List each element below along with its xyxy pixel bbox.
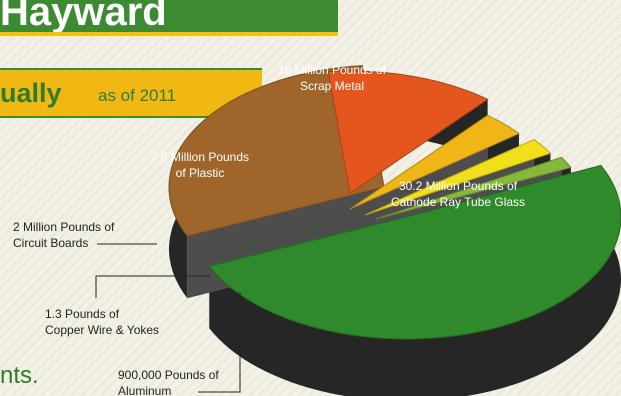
slice-side-glass	[209, 165, 621, 396]
leader-line-aluminum	[198, 292, 241, 393]
subtitle: ually	[0, 78, 62, 108]
slice-aluminum	[375, 156, 572, 220]
slice-plastic	[327, 70, 489, 194]
footer-text: nts.	[0, 362, 39, 389]
slice-labels: 30.2 Million Pounds of Cathode Ray Tube G…	[13, 63, 525, 396]
pie-tops	[168, 65, 621, 340]
slice-label-metal: 18 Million Pounds of Scrap Metal	[278, 63, 387, 93]
page-title: Hayward	[0, 0, 167, 34]
subtitle-banner: ually as of 2011	[0, 68, 262, 118]
slice-label-plastic: 7.6 Million Pounds of Plastic	[151, 150, 249, 180]
slice-metal	[168, 65, 385, 237]
slice-label-glass: 30.2 Million Pounds of Cathode Ray Tube G…	[391, 179, 525, 209]
slice-label-aluminum: 900,000 Pounds of Aluminum	[118, 368, 219, 396]
slice-label-copper: 1.3 Pounds of Copper Wire & Yokes	[45, 307, 159, 337]
slice-copper	[364, 138, 552, 216]
subtitle-year: as of 2011	[98, 86, 177, 105]
leader-lines	[95, 243, 241, 393]
slice-circuit	[349, 114, 520, 210]
title-banner: Hayward	[0, 0, 338, 36]
slice-label-circuit: 2 Million Pounds of Circuit Boards	[13, 220, 115, 250]
leader-line-copper	[95, 275, 210, 298]
